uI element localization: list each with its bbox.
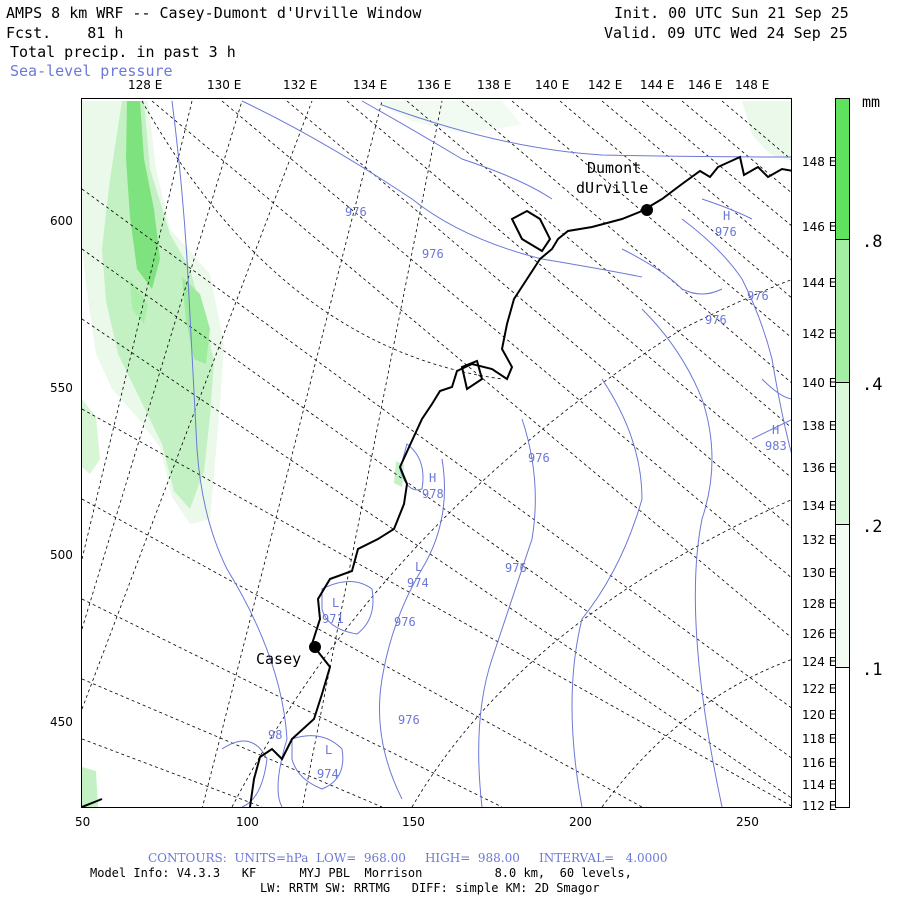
isobar-label: 976	[398, 713, 420, 727]
init-time: Init. 00 UTC Sun 21 Sep 25	[614, 4, 849, 22]
station-label-casey: Casey	[256, 650, 302, 668]
isobar-label: 983	[765, 439, 787, 453]
x-tick-label: 50	[75, 815, 91, 829]
precip-legend	[835, 98, 850, 808]
legend-divider	[836, 524, 849, 525]
low-marker: L	[415, 560, 423, 574]
right-lon-label: 134 E	[802, 499, 837, 513]
right-lon-label: 128 E	[802, 597, 837, 611]
isobar-label: 974	[407, 576, 429, 590]
right-lon-label: 112 E	[802, 799, 837, 813]
right-lon-label: 136 E	[802, 461, 837, 475]
low-marker: L	[332, 596, 340, 610]
top-lon-label: 136 E	[417, 78, 452, 92]
right-lon-label: 120 E	[802, 708, 837, 722]
high-marker: H	[772, 423, 780, 437]
isobar-label: 976	[715, 225, 737, 239]
isobar-label: 976	[394, 615, 416, 629]
legend-divider	[836, 382, 849, 383]
field-name: Total precip. in past 3 h	[10, 43, 236, 61]
top-lon-label: 146 E	[688, 78, 723, 92]
right-lon-label: 138 E	[802, 419, 837, 433]
legend-label: .4	[862, 375, 883, 395]
top-lon-label: 132 E	[283, 78, 318, 92]
legend-unit: mm	[862, 93, 881, 111]
high-marker: H	[723, 209, 731, 223]
high-marker: H	[429, 471, 437, 485]
map-title: AMPS 8 km WRF -- Casey-Dumont d'Urville …	[6, 4, 422, 22]
map-canvas	[82, 100, 791, 807]
right-lon-label: 142 E	[802, 327, 837, 341]
isobar-label: 98	[268, 728, 283, 742]
station-marker-dumont	[641, 204, 653, 216]
top-lon-label: 142 E	[588, 78, 623, 92]
station-label-dumont: Dumont	[587, 159, 642, 177]
right-lon-label: 118 E	[802, 732, 837, 746]
top-lon-label: 148 E	[735, 78, 770, 92]
contour-info: CONTOURS: UNITS=hPa LOW= 968.00 HIGH= 98…	[148, 851, 668, 865]
isobar-label: 976	[345, 205, 367, 219]
legend-label: .2	[862, 517, 883, 537]
top-lon-label: 130 E	[207, 78, 242, 92]
low-marker: L	[325, 743, 333, 757]
right-lon-label: 140 E	[802, 376, 837, 390]
coastline	[82, 155, 791, 807]
right-lon-label: 148 E	[802, 155, 837, 169]
y-tick-label: 600	[50, 214, 73, 228]
right-lon-label: 126 E	[802, 627, 837, 641]
forecast-hour: Fcst. 81 h	[6, 24, 124, 42]
right-lon-label: 132 E	[802, 533, 837, 547]
right-lon-label: 144 E	[802, 276, 837, 290]
legend-swatch	[836, 524, 849, 667]
top-lon-label: 128 E	[128, 78, 163, 92]
top-lon-label: 140 E	[535, 78, 570, 92]
x-tick-label: 100	[236, 815, 259, 829]
legend-label: .1	[862, 660, 883, 680]
right-lon-label: 114 E	[802, 778, 837, 792]
map-panel: Dumont dUrville Casey 976 976 H 976 976 …	[81, 98, 792, 808]
isobar-label: 976	[747, 289, 769, 303]
station-marker-casey	[309, 641, 321, 653]
model-info: Model Info: V4.3.3 KF MYJ PBL Morrison 8…	[90, 866, 632, 880]
isobars	[171, 100, 791, 807]
legend-label: .8	[862, 232, 883, 252]
latlon-grid	[82, 100, 791, 807]
isobar-label: 976	[505, 561, 527, 575]
physics-info: LW: RRTM SW: RRTMG DIFF: simple KM: 2D S…	[260, 881, 600, 895]
y-tick-label: 500	[50, 548, 73, 562]
isobar-label: 974	[317, 767, 339, 781]
legend-swatch	[836, 99, 849, 239]
station-label-durville: dUrville	[576, 179, 649, 197]
right-lon-label: 124 E	[802, 655, 837, 669]
y-tick-label: 450	[50, 715, 73, 729]
legend-divider	[836, 239, 849, 240]
x-tick-label: 250	[736, 815, 759, 829]
top-lon-label: 138 E	[477, 78, 512, 92]
right-lon-label: 116 E	[802, 756, 837, 770]
overlay-name: Sea-level pressure	[10, 62, 173, 80]
valid-time: Valid. 09 UTC Wed 24 Sep 25	[604, 24, 848, 42]
legend-divider	[836, 667, 849, 668]
isobar-label: 976	[705, 313, 727, 327]
y-tick-label: 550	[50, 381, 73, 395]
x-tick-label: 200	[569, 815, 592, 829]
legend-swatch	[836, 667, 849, 807]
x-tick-label: 150	[402, 815, 425, 829]
top-lon-label: 134 E	[353, 78, 388, 92]
right-lon-label: 122 E	[802, 682, 837, 696]
isobar-label: 976	[528, 451, 550, 465]
legend-swatch	[836, 239, 849, 382]
isobar-label: 976	[422, 247, 444, 261]
precip-shading	[82, 101, 791, 807]
right-lon-label: 130 E	[802, 566, 837, 580]
legend-swatch	[836, 382, 849, 524]
right-lon-label: 146 E	[802, 220, 837, 234]
isobar-label: 978	[422, 487, 444, 501]
top-lon-label: 144 E	[640, 78, 675, 92]
isobar-label: 971	[322, 612, 344, 626]
